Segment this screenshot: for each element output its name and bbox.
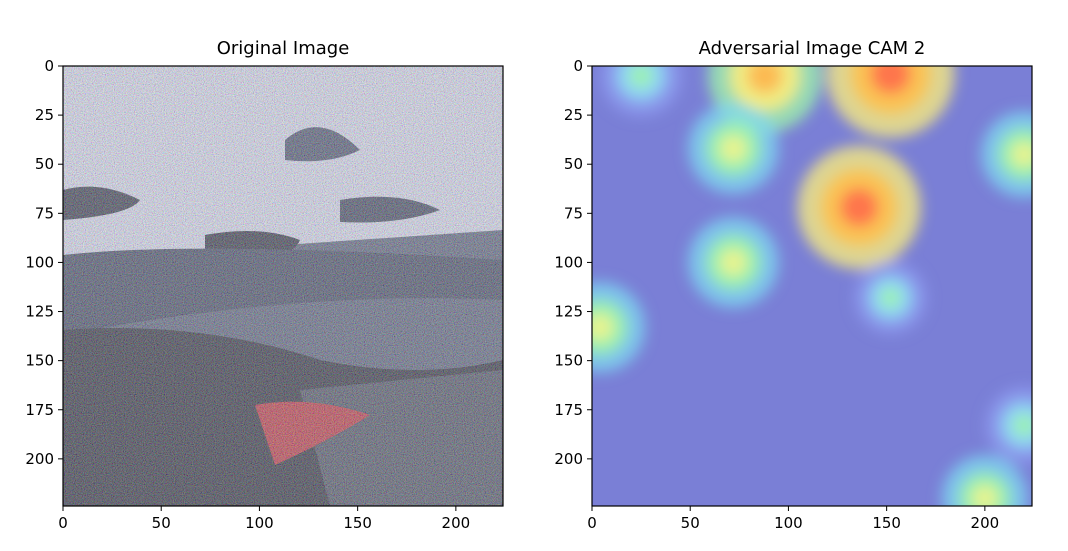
right-ytick-label: 175 <box>554 401 583 419</box>
left-ticks: 0 50 100 150 200 0 25 50 75 100 125 150 175 200 <box>25 57 470 532</box>
cam-hotspot <box>1012 414 1032 437</box>
right-ytick-label: 125 <box>554 303 583 321</box>
right-xtick-label: 150 <box>872 514 901 532</box>
right-ytick-label: 75 <box>564 204 583 222</box>
cam-base <box>592 66 1032 506</box>
left-xtick-label: 150 <box>343 514 372 532</box>
left-ytick-label: 75 <box>35 204 54 222</box>
cam-hotspot <box>719 134 748 163</box>
right-xtick-label: 50 <box>681 514 700 532</box>
right-ytick-label: 200 <box>554 450 583 468</box>
right-ytick-label: 100 <box>554 253 583 271</box>
cam-heatmap <box>592 66 1032 506</box>
original-image <box>63 66 503 506</box>
right-ytick-label: 25 <box>564 106 583 124</box>
left-xtick-label: 100 <box>245 514 274 532</box>
cam-hotspot <box>1011 141 1032 168</box>
left-ytick-label: 125 <box>25 303 54 321</box>
left-xtick-label: 200 <box>442 514 471 532</box>
left-ytick-label: 200 <box>25 450 54 468</box>
right-ytick-label: 50 <box>564 155 583 173</box>
cam-hotspot <box>839 188 879 227</box>
cam-hotspot <box>629 66 654 88</box>
left-ytick-label: 100 <box>25 253 54 271</box>
right-xtick-label: 200 <box>971 514 1000 532</box>
left-title: Original Image <box>217 38 350 59</box>
original-image-panel: Original Image 0 50 100 150 200 0 25 50 75 100 125… <box>25 38 504 532</box>
left-ytick-label: 50 <box>35 155 54 173</box>
right-title: Adversarial Image CAM 2 <box>699 38 926 59</box>
cam-hotspot <box>972 485 998 506</box>
left-ytick-label: 150 <box>25 352 54 370</box>
cam-hotspot <box>880 287 901 309</box>
left-ytick-label: 175 <box>25 401 54 419</box>
cam-hotspot <box>870 66 911 94</box>
left-xtick-label: 0 <box>58 514 68 532</box>
right-ytick-label: 150 <box>554 352 583 370</box>
left-ytick-label: 25 <box>35 106 54 124</box>
right-ticks: 0 50 100 150 200 0 25 50 75 100 125 150 175 200 <box>554 57 999 532</box>
right-axes-frame <box>591 65 1033 507</box>
cam-hotspot <box>592 313 614 341</box>
cam-panel: Adversarial Image CAM 2 0 50 100 150 200 0 25 5… <box>554 38 1033 532</box>
right-xtick-label: 0 <box>587 514 597 532</box>
left-ytick-label: 0 <box>44 57 54 75</box>
left-xtick-label: 50 <box>152 514 171 532</box>
cam-hotspot <box>747 66 783 94</box>
right-ytick-label: 0 <box>573 57 583 75</box>
left-axes-frame <box>62 65 504 507</box>
right-xtick-label: 100 <box>774 514 803 532</box>
cam-hotspot <box>719 248 748 277</box>
